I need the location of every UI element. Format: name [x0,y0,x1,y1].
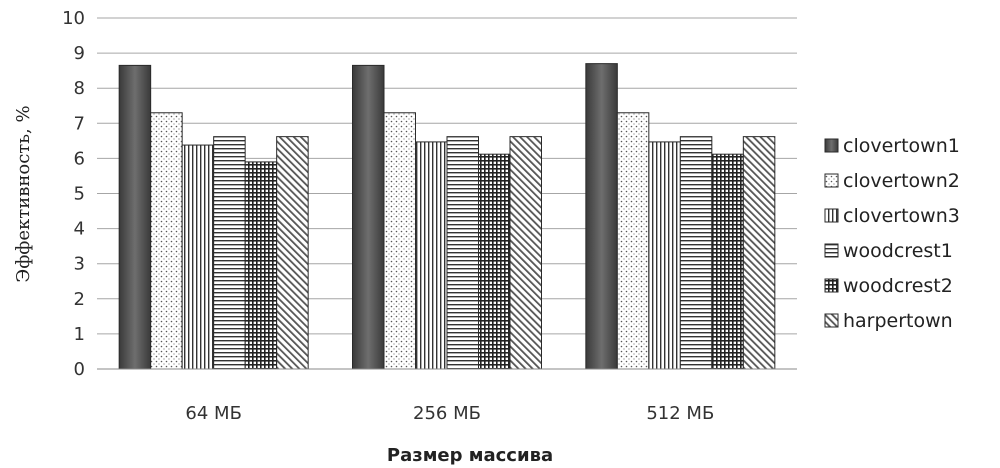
legend-label-clovertown1: clovertown1 [843,135,960,157]
legend-swatch-clovertown3 [824,208,839,223]
bar-woodcrest2-1 [478,153,511,370]
y-tick-label: 2 [74,289,85,310]
legend-label-harpertown: harpertown [843,310,953,332]
legend-label-clovertown3: clovertown3 [843,205,960,227]
y-axis-ticks: 0 1 2 3 4 5 6 7 8 9 10 [62,8,85,380]
legend-swatch-harpertown [824,313,839,328]
y-tick-label: 8 [74,78,85,99]
y-tick-label: 1 [74,324,85,345]
legend-swatch-woodcrest2 [824,278,839,293]
bar-woodcrest1-1 [446,136,479,370]
bar-woodcrest2-0 [244,161,278,370]
bar-woodcrest1-0 [213,136,246,370]
y-tick-label: 10 [62,8,85,29]
y-tick-label: 4 [74,219,85,240]
bar-clovertown2-1 [383,112,416,370]
y-tick-label: 5 [74,184,85,205]
bar-harpertown-0 [276,136,309,370]
y-tick-label: 9 [74,43,85,64]
y-tick-label: 3 [74,254,85,275]
y-tick-label: 6 [74,148,85,169]
legend-swatch-clovertown2 [824,173,839,188]
bar-clovertown1-1 [352,64,385,370]
bar-clovertown2-0 [150,112,183,370]
y-tick-label: 0 [74,359,85,380]
legend-label-woodcrest2: woodcrest2 [843,275,953,297]
y-axis-label: Эффективность, % [13,105,34,282]
legend: clovertown1 clovertown2 clovertown3 woodcre… [824,135,960,332]
bar-clovertown3-0 [181,144,215,370]
x-category-label: 256 МБ [413,403,481,424]
legend-label-clovertown2: clovertown2 [843,170,960,192]
bar-woodcrest1-2 [679,136,713,370]
legend-swatch-woodcrest1 [824,243,839,258]
bars [118,63,776,370]
bar-clovertown1-0 [118,64,152,370]
x-axis-label: Размер массива [387,445,553,466]
legend-label-woodcrest1: woodcrest1 [843,240,953,262]
x-category-label: 512 МБ [646,403,714,424]
x-axis-categories: 64 МБ 256 МБ 512 МБ [185,403,714,424]
bar-clovertown3-1 [415,141,448,370]
bar-harpertown-1 [509,136,542,370]
legend-swatch-clovertown1 [824,138,839,153]
y-tick-label: 7 [74,113,85,134]
bar-clovertown2-2 [616,112,650,370]
x-category-label: 64 МБ [185,403,242,424]
bar-clovertown1-2 [585,63,618,370]
bar-harpertown-2 [742,136,776,370]
bar-woodcrest2-2 [711,153,744,370]
bar-clovertown3-2 [648,141,681,370]
